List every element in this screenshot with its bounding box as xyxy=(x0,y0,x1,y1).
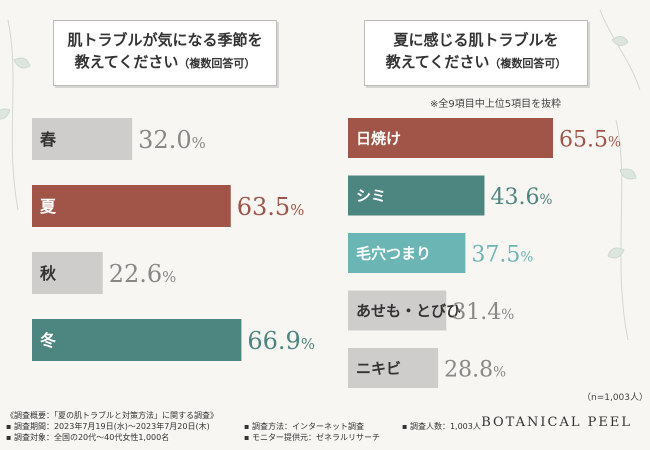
footer-line: ▪ 調査期間：2023年7月19日(水)～2023年7月20日(木) xyxy=(6,422,210,431)
left-title-note: （複数回答可） xyxy=(178,57,256,70)
season-category-label: 秋 xyxy=(40,264,57,283)
season-bar xyxy=(32,319,242,361)
trouble-bar xyxy=(348,175,485,216)
value-number: 28.8 xyxy=(444,357,493,382)
value-unit: % xyxy=(493,364,506,380)
value-unit: % xyxy=(290,201,304,219)
trouble-category-label: ニキビ xyxy=(356,360,401,378)
footer-line: ▪ 調査対象：全国の20代～40代女性1,000名 xyxy=(6,433,170,442)
trouble-bar xyxy=(348,348,439,388)
trouble-value-label: 28.8% xyxy=(444,357,506,382)
value-unit: % xyxy=(501,307,514,323)
survey-count: ▪ 調査人数：1,003人 xyxy=(402,421,481,432)
left-title-line1: 肌トラブルが気になる季節を xyxy=(67,31,263,49)
value-number: 65.5 xyxy=(559,127,608,152)
season-bar xyxy=(32,185,231,227)
value-number: 22.6 xyxy=(109,260,162,288)
value-unit: % xyxy=(520,249,533,265)
right-title-line1: 夏に感じる肌トラブルを xyxy=(393,31,559,49)
season-category-label: 夏 xyxy=(39,197,57,216)
trouble-category-label: シミ xyxy=(356,187,386,205)
trouble-bar xyxy=(348,118,554,158)
value-number: 32.0 xyxy=(138,126,191,154)
season-bar xyxy=(32,118,133,160)
left-chart-title: 肌トラブルが気になる季節を 教えてください（複数回答可） xyxy=(53,20,277,86)
season-value-label: 66.9% xyxy=(247,327,315,355)
season-value-label: 22.6% xyxy=(109,260,177,288)
trouble-value-label: 37.5% xyxy=(471,242,533,267)
season-value-label: 32.0% xyxy=(138,126,206,154)
footer-line: ▪ 調査人数：1,003人 xyxy=(402,422,481,431)
survey-summary: 《調査概要：「夏の肌トラブルと対策方法」に関する調査》 ▪ 調査期間：2023年… xyxy=(6,410,218,443)
value-number: 66.9 xyxy=(247,327,300,355)
trouble-value-label: 65.5% xyxy=(559,127,621,152)
right-title-note: （複数回答可） xyxy=(489,57,567,70)
survey-method: ▪ 調査方法：インターネット調査 ▪ モニター提供元：ゼネラルリサーチ xyxy=(244,421,380,443)
trouble-bar xyxy=(348,233,466,273)
value-number: 31.4 xyxy=(452,300,501,325)
value-number: 37.5 xyxy=(471,242,520,267)
right-chart-title: 夏に感じる肌トラブルを 教えてください（複数回答可） xyxy=(364,20,588,86)
value-unit: % xyxy=(301,335,315,353)
value-unit: % xyxy=(192,134,206,152)
value-unit: % xyxy=(539,192,552,208)
value-number: 43.6 xyxy=(490,185,539,210)
trouble-value-label: 43.6% xyxy=(490,185,552,210)
left-title-line2: 教えてください xyxy=(74,53,179,71)
extraction-note: ※全9項目中上位5項目を抜粋 xyxy=(430,99,562,110)
sample-size-note: （n=1,003人） xyxy=(582,393,649,403)
trouble-value-label: 31.4% xyxy=(452,300,514,325)
season-value-label: 63.5% xyxy=(237,193,305,221)
value-number: 63.5 xyxy=(237,193,290,221)
value-unit: % xyxy=(608,134,621,150)
brand-logo-text: BOTANICAL PEEL xyxy=(481,415,632,430)
trouble-category-label: 毛穴つまり xyxy=(356,245,431,263)
season-category-label: 冬 xyxy=(40,331,56,350)
value-unit: % xyxy=(162,268,176,286)
footer-line: ▪ モニター提供元：ゼネラルリサーチ xyxy=(244,433,380,442)
trouble-bar xyxy=(348,290,447,331)
footer-line: ▪ 調査方法：インターネット調査 xyxy=(244,422,364,431)
trouble-category-label: 日焼け xyxy=(356,130,401,148)
season-category-label: 春 xyxy=(39,130,57,149)
trouble-category-label: あせも・とびひ xyxy=(356,302,461,320)
season-bar xyxy=(32,252,103,294)
right-title-line2: 教えてください xyxy=(385,53,490,71)
footer-line: 《調査概要：「夏の肌トラブルと対策方法」に関する調査》 xyxy=(6,411,218,420)
